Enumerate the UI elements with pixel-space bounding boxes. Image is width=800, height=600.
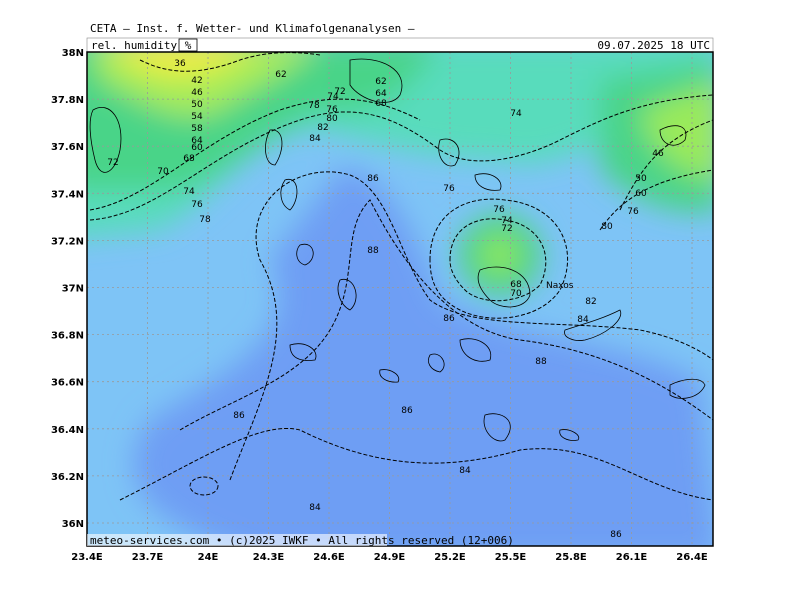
lat-tick-label: 37.8N bbox=[51, 95, 84, 106]
lat-tick-label: 36.4N bbox=[51, 425, 84, 436]
contour-label: 60 bbox=[635, 189, 647, 199]
contour-label: 46 bbox=[652, 149, 664, 159]
contour-label: 86 bbox=[610, 530, 622, 540]
contour-label: 78 bbox=[199, 215, 211, 225]
parameter-name: rel. humidity bbox=[91, 39, 177, 52]
contour-label: 70 bbox=[510, 289, 522, 299]
unit-box bbox=[178, 38, 198, 52]
contour-label: 84 bbox=[459, 466, 471, 476]
contour-label: 74 bbox=[510, 109, 522, 119]
lat-tick-label: 36.2N bbox=[51, 472, 84, 483]
contour-label: 68 bbox=[183, 154, 195, 164]
contour-label: 84 bbox=[309, 134, 321, 144]
lat-tick-label: 36N bbox=[62, 519, 84, 530]
contour-label: 74 bbox=[183, 187, 195, 197]
contour-label: 88 bbox=[535, 357, 547, 367]
lat-tick-label: 36.6N bbox=[51, 378, 84, 389]
lon-tick-label: 23.4E bbox=[71, 552, 103, 563]
header-model: CETA – Inst. f. Wetter- und Klimafolgena… bbox=[90, 22, 415, 35]
contour-label: 86 bbox=[401, 406, 413, 416]
lon-tick-label: 26.4E bbox=[676, 552, 708, 563]
footer-box bbox=[87, 534, 387, 546]
contour-label: 64 bbox=[191, 136, 203, 146]
contour-label: 58 bbox=[191, 124, 203, 134]
contour-label: 72 bbox=[334, 87, 345, 97]
contour-label: 78 bbox=[308, 101, 320, 111]
lat-tick-label: 37.2N bbox=[51, 236, 84, 247]
contour-label: 84 bbox=[577, 315, 589, 325]
contour-label: 74 bbox=[501, 216, 513, 226]
footer: meteo-services.com • (c)2025 IWKF • All … bbox=[90, 534, 514, 547]
lat-tick-label: 36.8N bbox=[51, 331, 84, 342]
lat-tick-label: 37.6N bbox=[51, 142, 84, 153]
contour-label: 68 bbox=[375, 99, 387, 109]
lon-tick-label: 24.3E bbox=[253, 552, 285, 563]
contour-label: 76 bbox=[443, 184, 455, 194]
contour-label: 84 bbox=[309, 503, 321, 513]
contour-label: 88 bbox=[367, 246, 379, 256]
parameter-unit: % bbox=[185, 39, 192, 52]
place-label: Naxos bbox=[546, 281, 574, 291]
lat-tick-label: 37.4N bbox=[51, 189, 84, 200]
contour-label: 72 bbox=[107, 158, 118, 168]
contour-label: 60 bbox=[191, 143, 203, 153]
axis-ticks: 23.4E 23.7E 24E 24.3E 24.6E 24.9E 25.2E 25.5E 25… bbox=[51, 48, 708, 563]
contour-label: 46 bbox=[191, 88, 203, 98]
lon-tick-label: 25.2E bbox=[434, 552, 466, 563]
contour-label: 86 bbox=[233, 411, 245, 421]
contour-label: 82 bbox=[317, 123, 328, 133]
contour-label: 36 bbox=[174, 59, 186, 69]
contour-label: 68 bbox=[510, 280, 522, 290]
lon-tick-label: 24.6E bbox=[313, 552, 345, 563]
contour-label: 50 bbox=[191, 100, 203, 110]
lon-tick-label: 24.9E bbox=[374, 552, 406, 563]
contour-label: 62 bbox=[375, 77, 386, 87]
lat-tick-label: 37N bbox=[62, 284, 84, 295]
contour-label: 42 bbox=[191, 76, 202, 86]
contour-label: 82 bbox=[585, 297, 596, 307]
contours bbox=[89, 52, 713, 501]
contour-label: 76 bbox=[627, 207, 639, 217]
contour-label: 86 bbox=[367, 174, 379, 184]
contour-label: 50 bbox=[635, 174, 647, 184]
lon-tick-label: 26.1E bbox=[616, 552, 648, 563]
field-shading bbox=[87, 52, 713, 546]
contour-label: 70 bbox=[157, 167, 169, 177]
grid-lines bbox=[87, 52, 713, 546]
contour-label: 76 bbox=[191, 200, 203, 210]
contour-label: 86 bbox=[443, 314, 455, 324]
contour-label: 64 bbox=[375, 89, 387, 99]
header-datetime: 09.07.2025 18 UTC bbox=[597, 39, 710, 52]
lon-tick-label: 23.7E bbox=[132, 552, 164, 563]
contour-label: 62 bbox=[275, 70, 286, 80]
contour-label: 80 bbox=[326, 114, 338, 124]
contour-label: 80 bbox=[601, 222, 613, 232]
lon-tick-label: 25.5E bbox=[495, 552, 527, 563]
contour-label: 76 bbox=[326, 105, 338, 115]
contour-label: 72 bbox=[501, 224, 512, 234]
lon-tick-label: 24E bbox=[198, 552, 219, 563]
lon-tick-label: 25.8E bbox=[555, 552, 587, 563]
lat-tick-label: 38N bbox=[62, 48, 84, 59]
contour-label: 74 bbox=[327, 92, 339, 102]
contour-label: 76 bbox=[493, 205, 505, 215]
contour-label: 54 bbox=[191, 112, 203, 122]
coastlines bbox=[89, 58, 706, 442]
plot-frame bbox=[86, 51, 714, 547]
